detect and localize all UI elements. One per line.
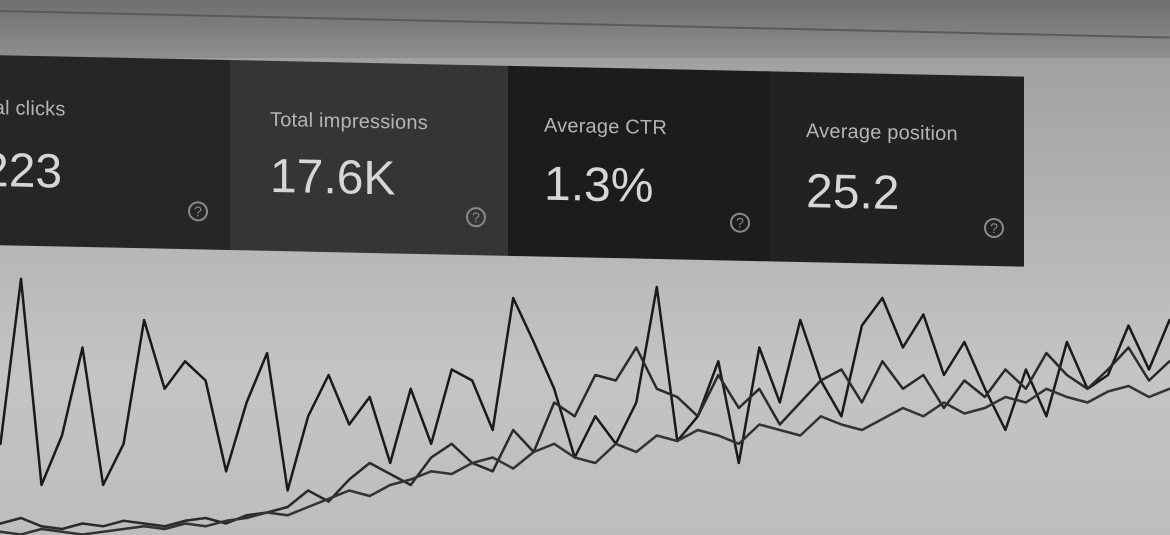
series-line-1	[0, 277, 1170, 492]
metric-card-position[interactable]: Average position 25.2 ?	[770, 71, 1024, 267]
metric-label: Average CTR	[544, 114, 667, 140]
help-circle-icon[interactable]: ?	[188, 201, 208, 222]
metric-value: 1.3%	[544, 157, 654, 213]
help-circle-icon[interactable]: ?	[984, 217, 1004, 239]
series-line-3	[0, 384, 1170, 535]
series-line-2	[0, 346, 1170, 531]
metric-card-ctr[interactable]: Average CTR 1.3% ?	[508, 65, 770, 262]
metric-card-clicks[interactable]: tal clicks 223 ?	[0, 55, 230, 251]
performance-chart	[0, 277, 1170, 535]
metrics-panel: tal clicks 223 ? Total impressions 17.6K…	[0, 55, 1024, 267]
metric-label: Total impressions	[270, 108, 428, 135]
top-bar	[0, 0, 1170, 58]
help-circle-icon[interactable]: ?	[730, 212, 750, 233]
metric-label: tal clicks	[0, 96, 66, 121]
metric-value: 25.2	[806, 165, 900, 221]
metric-label: Average position	[806, 120, 958, 146]
metric-value: 17.6K	[270, 149, 396, 206]
help-circle-icon[interactable]: ?	[466, 206, 486, 228]
metric-card-impressions[interactable]: Total impressions 17.6K ?	[230, 60, 508, 256]
metric-value: 223	[0, 143, 63, 199]
series-group	[0, 277, 1170, 535]
